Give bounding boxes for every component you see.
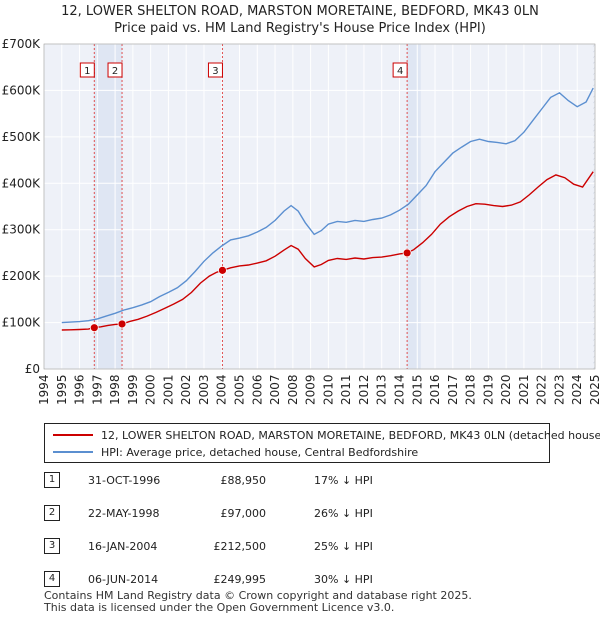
sale-row: 1 31-OCT-1996 £88,950 17% ↓ HPI	[44, 472, 564, 490]
y-tick-label: £100K	[2, 316, 42, 330]
y-tick-label: £200K	[2, 269, 42, 283]
sale-hpi-diff: 25% ↓ HPI	[314, 540, 373, 553]
sale-highlight-span	[407, 44, 421, 369]
x-tick-label: 2017	[446, 374, 460, 405]
chart-legend: 12, LOWER SHELTON ROAD, MARSTON MORETAIN…	[44, 423, 600, 463]
y-tick-label: £0	[25, 362, 40, 376]
plot-background	[44, 44, 595, 369]
x-tick-label: 1997	[90, 374, 104, 405]
x-tick-label: 2024	[570, 374, 584, 405]
sale-point	[89, 323, 99, 333]
x-tick-label: 2004	[215, 374, 229, 405]
sale-label-number: 3	[212, 66, 218, 77]
price-chart: 1 2 3 4 £0 £100K £200K £300K £400K £500K £600K £700…	[2, 37, 600, 405]
x-tick-label: 2008	[286, 374, 300, 405]
sale-price: £88,950	[220, 474, 267, 487]
x-tick-label: 2002	[179, 374, 193, 405]
sale-point	[117, 319, 127, 329]
sale-row: 2 22-MAY-1998 £97,000 26% ↓ HPI	[44, 505, 564, 523]
sale-number-badge: 4	[44, 571, 60, 587]
x-tick-label: 2021	[517, 374, 531, 405]
x-tick-label: 2003	[197, 374, 211, 405]
footer-licence: This data is licensed under the Open Gov…	[44, 601, 395, 614]
sale-label-number: 4	[397, 66, 403, 77]
sale-date: 06-JUN-2014	[88, 573, 159, 586]
sale-row: 4 06-JUN-2014 £249,995 30% ↓ HPI	[44, 571, 564, 589]
x-tick-label: 2005	[233, 374, 247, 405]
sale-hpi-diff: 26% ↓ HPI	[314, 507, 373, 520]
sale-label-box	[392, 62, 408, 78]
sale-number-badge: 1	[44, 472, 60, 488]
y-tick-label: £600K	[2, 83, 42, 97]
sale-highlight-span	[94, 44, 123, 369]
sale-date: 22-MAY-1998	[88, 507, 160, 520]
sale-label-number: 2	[112, 66, 118, 77]
property-series-line	[61, 171, 594, 331]
x-tick-label: 2006	[250, 374, 264, 405]
sale-point	[402, 248, 412, 258]
x-tick-label: 2001	[161, 374, 175, 405]
sale-number-badge: 3	[44, 538, 60, 554]
x-tick-label: 2012	[357, 374, 371, 405]
sale-date: 16-JAN-2004	[88, 540, 158, 553]
y-tick-label: £300K	[2, 223, 42, 237]
legend-label-hpi: HPI: Average price, detached house, Cent…	[101, 445, 419, 459]
x-tick-label: 2007	[268, 374, 282, 405]
legend-label-property: 12, LOWER SHELTON ROAD, MARSTON MORETAIN…	[101, 428, 600, 442]
sale-row: 3 16-JAN-2004 £212,500 25% ↓ HPI	[44, 538, 564, 556]
sale-hpi-diff: 30% ↓ HPI	[314, 573, 373, 586]
x-tick-label: 1996	[73, 374, 87, 405]
y-tick-label: £400K	[2, 176, 42, 190]
future-hatch-region	[593, 44, 595, 369]
legend-item-property: 12, LOWER SHELTON ROAD, MARSTON MORETAIN…	[53, 427, 600, 443]
y-tick-label: £700K	[2, 37, 42, 51]
hpi-series-line	[61, 87, 594, 324]
legend-swatch-property	[53, 434, 93, 436]
x-tick-label: 2010	[321, 374, 335, 405]
x-tick-label: 2023	[552, 374, 566, 405]
x-tick-label: 1998	[108, 374, 122, 405]
x-tick-label: 1995	[55, 374, 69, 405]
x-tick-label: 2015	[410, 374, 424, 405]
x-tick-label: 2013	[375, 374, 389, 405]
footer-copyright: Contains HM Land Registry data © Crown c…	[44, 589, 472, 602]
sale-price: £212,500	[213, 540, 267, 553]
y-tick-label: £500K	[2, 130, 42, 144]
x-tick-label: 2014	[392, 374, 406, 405]
x-tick-label: 2022	[535, 374, 549, 405]
sale-label-number: 1	[84, 66, 90, 77]
x-tick-label: 2025	[588, 374, 600, 405]
x-tick-label: 2020	[499, 374, 513, 405]
sale-number-badge: 2	[44, 505, 60, 521]
sale-point	[218, 265, 227, 275]
x-tick-label: 2018	[464, 374, 478, 405]
legend-swatch-hpi	[53, 451, 93, 453]
x-tick-label: 2019	[481, 374, 495, 405]
x-tick-label: 1999	[126, 374, 140, 405]
x-tick-label: 2011	[339, 374, 353, 405]
sale-label-box	[107, 62, 123, 78]
chart-subtitle: Price paid vs. HM Land Registry's House …	[114, 21, 486, 36]
sale-label-box	[79, 62, 95, 78]
x-tick-label: 2009	[304, 374, 318, 405]
sale-hpi-diff: 17% ↓ HPI	[314, 474, 373, 487]
chart-title: 12, LOWER SHELTON ROAD, MARSTON MORETAIN…	[61, 4, 539, 19]
sale-label-box	[207, 62, 223, 78]
legend-item-hpi: HPI: Average price, detached house, Cent…	[53, 444, 418, 460]
sale-date: 31-OCT-1996	[88, 474, 161, 487]
plot-frame	[43, 43, 596, 370]
x-tick-label: 2000	[144, 374, 158, 405]
sale-price: £249,995	[213, 573, 267, 586]
x-tick-label: 1994	[37, 374, 51, 405]
sale-price: £97,000	[220, 507, 267, 520]
x-tick-label: 2016	[428, 374, 442, 405]
